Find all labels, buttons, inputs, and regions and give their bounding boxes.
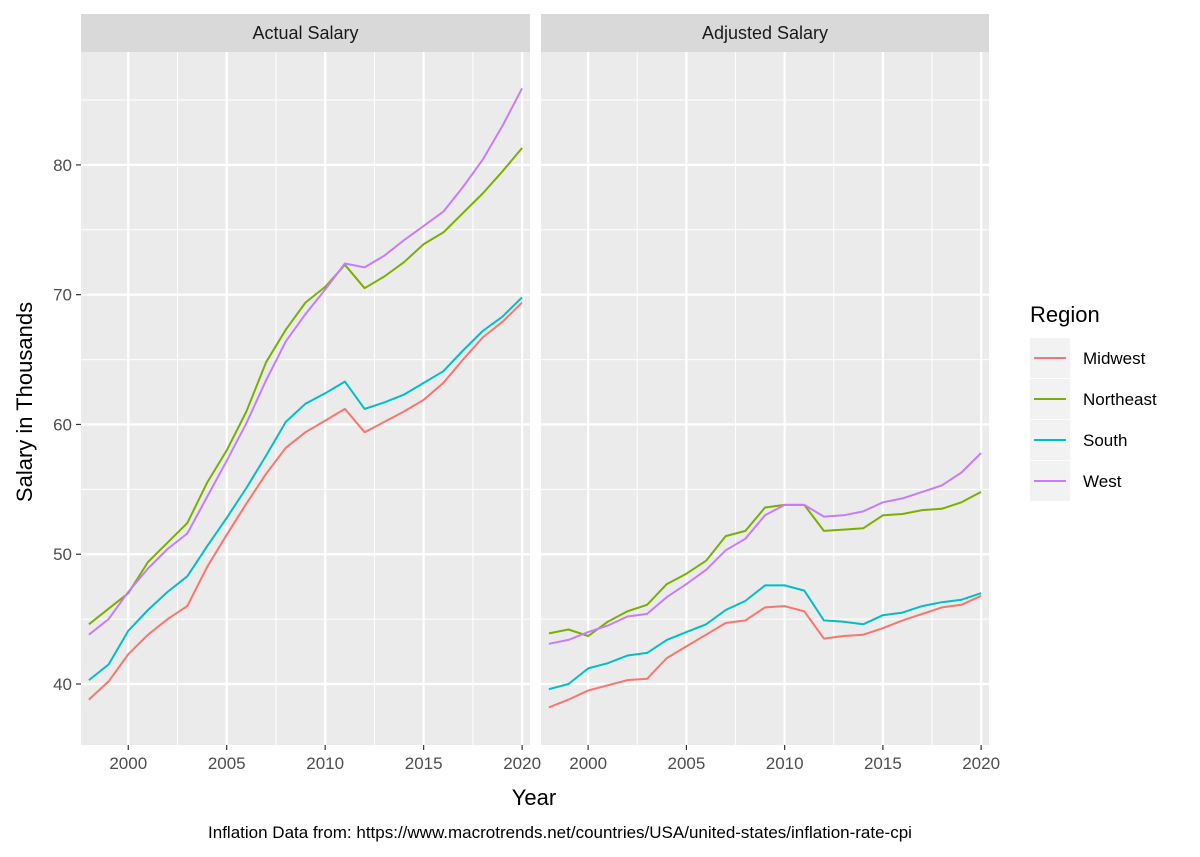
x-tick-label: 2010 [306,754,344,773]
x-tick-label: 2015 [405,754,443,773]
x-tick-label: 2000 [109,754,147,773]
y-axis-title: Salary in Thousands [12,302,37,502]
series-line-west [548,452,982,645]
series-line-west [88,87,523,636]
series-line-midwest [548,594,982,709]
y-tick-label: 50 [53,545,72,564]
plot-background [81,52,530,745]
caption: Inflation Data from: https://www.macrotr… [208,823,912,842]
panels: Actual Salary 2000 2005 2010 2015 2020 40 50 60 7… [53,14,1000,773]
x-tick-label: 2015 [864,754,902,773]
panel-2: Adjusted Salary 2000 2005 2010 2015 2020 [541,14,1000,773]
series-line-south [88,296,523,681]
y-tick-label: 40 [53,675,72,694]
x-tick-label: 2020 [503,754,541,773]
y-tick-label: 60 [53,415,72,434]
facet-strip [541,14,989,52]
x-tick-label: 2010 [766,754,804,773]
series-line-midwest [88,301,523,701]
facet-strip-label: Adjusted Salary [702,23,828,43]
x-axis-title: Year [512,785,556,810]
y-tick-label: 70 [53,286,72,305]
facet-strip-label: Actual Salary [252,23,358,43]
x-tick-label: 2005 [667,754,705,773]
series-line-northeast [88,147,523,626]
series-line-northeast [548,491,982,637]
legend-label: West [1083,472,1122,491]
x-tick-label: 2020 [962,754,1000,773]
series-line-south [548,584,982,691]
plot-background [541,52,989,745]
legend: Region Midwest Northeast South West [1030,302,1157,501]
facet-strip [81,14,530,52]
panel-1: Actual Salary 2000 2005 2010 2015 2020 40 50 60 7… [53,14,541,773]
legend-title: Region [1030,302,1100,327]
x-tick-label: 2000 [569,754,607,773]
legend-label: Northeast [1083,390,1157,409]
x-tick-label: 2005 [208,754,246,773]
legend-label: Midwest [1083,349,1146,368]
legend-label: South [1083,431,1127,450]
y-tick-label: 80 [53,156,72,175]
